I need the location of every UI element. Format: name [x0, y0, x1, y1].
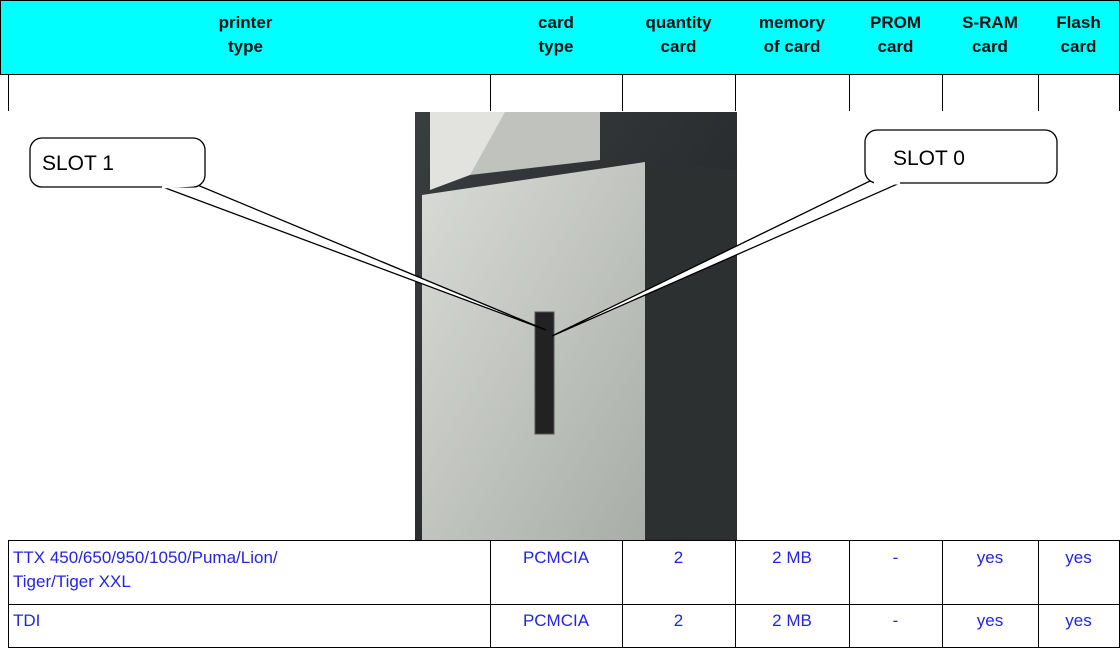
header-cell: memory of card [735, 0, 850, 75]
table-cell: yes [942, 540, 1039, 605]
callout-slot-1: SLOT 1 [29, 137, 547, 331]
header-cell: S-RAM card [942, 0, 1039, 75]
cell-text: TDI [13, 611, 41, 630]
cell-text: yes [976, 548, 1004, 567]
header-cell: PROM card [849, 0, 943, 75]
cell-text: memory [758, 13, 826, 32]
cell-text: - [892, 548, 899, 567]
table-cell: PCMCIA [490, 540, 623, 605]
table-cell [849, 75, 943, 111]
cell-text: S-RAM [962, 13, 1018, 32]
cell-text: card [660, 37, 697, 56]
table-cell [622, 75, 736, 111]
table-cell [735, 75, 850, 111]
cell-text: PROM [870, 13, 921, 32]
header-cell: printer type [0, 0, 491, 75]
table-cell: - [849, 540, 943, 605]
cell-text: card [1060, 37, 1097, 56]
table-cell [8, 75, 491, 111]
cell-text: - [892, 611, 899, 630]
cell-text: card [972, 37, 1008, 56]
cell-text: yes [1065, 548, 1092, 567]
cell-text: yes [1065, 611, 1092, 630]
cell-text: TTX 450/650/950/1050/Puma/Lion/ [13, 548, 278, 567]
table-cell: 2 MB [735, 540, 850, 605]
cell-text: PCMCIA [522, 611, 590, 630]
cell-text: card [877, 37, 914, 56]
cell-text: type [228, 37, 263, 56]
cell-text: Flash [1056, 13, 1101, 32]
callout-label: SLOT 1 [42, 152, 114, 175]
cell-text: printer [218, 13, 273, 32]
cell-text: 2 MB [772, 548, 812, 567]
cell-text: PCMCIA [522, 548, 590, 567]
cell-text: of card [763, 37, 821, 56]
callout-label: SLOT 0 [893, 147, 965, 170]
table-cell: TTX 450/650/950/1050/Puma/Lion/Tiger/Tig… [8, 540, 491, 605]
header-cell: quantity card [622, 0, 736, 75]
cell-text: Tiger/Tiger XXL [13, 572, 131, 591]
header-cell: Flash card [1038, 0, 1120, 75]
callout-slot-0: SLOT 0 [551, 129, 1058, 337]
cell-text: card [538, 13, 574, 32]
table-cell: 2 [622, 540, 736, 605]
cell-text: 2 [673, 548, 684, 567]
table-cell [490, 75, 623, 111]
cell-text: 2 [673, 611, 684, 630]
table-cell [942, 75, 1039, 111]
cell-text: yes [976, 611, 1004, 630]
cell-text: type [538, 37, 574, 56]
cell-text: 2 MB [772, 611, 812, 630]
cell-text: quantity [645, 13, 712, 32]
